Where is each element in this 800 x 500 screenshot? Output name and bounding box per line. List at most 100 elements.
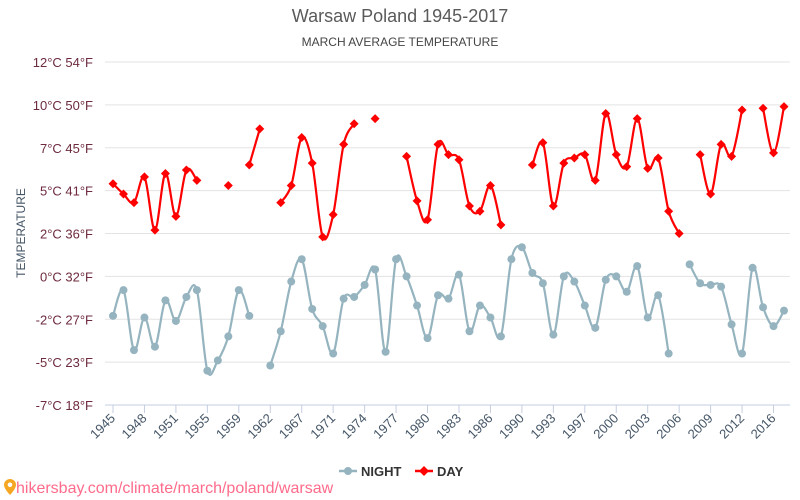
series-line-day [248,128,261,166]
data-point-day [118,189,128,199]
source-url[interactable]: hikersbay.com/climate/march/poland/warsa… [16,480,334,497]
data-point-night [528,268,537,277]
series-line-day [279,123,356,241]
data-point-day [297,132,307,142]
data-point-day [402,151,412,161]
data-point-night [360,280,369,289]
data-point-night [685,260,694,269]
data-point-day [527,160,537,170]
x-tick-label: 2009 [685,411,716,442]
x-tick-label: 2012 [716,411,747,442]
diamond-marker-icon [419,466,429,476]
data-point-night [664,349,673,358]
data-point-day [349,119,359,129]
data-point-night [486,313,495,322]
chart-subtitle: MARCH AVERAGE TEMPERATURE [301,35,499,49]
data-point-night [371,265,380,274]
data-point-night [654,291,663,300]
data-point-night [192,286,201,295]
y-tick-label: 2°C 36°F [40,227,93,242]
data-point-night [297,255,306,264]
data-point-day [580,150,590,160]
data-point-night [475,301,484,310]
series-line-day [531,112,681,235]
source-link[interactable]: hikersbay.com/climate/march/poland/warsa… [4,479,333,498]
x-tick-label: 1974 [339,411,370,442]
legend[interactable]: NIGHT DAY [339,464,464,479]
data-point-day [255,124,265,134]
data-point-day [569,153,579,163]
data-point-day [318,232,328,242]
data-point-night [129,346,138,355]
data-point-night [287,277,296,286]
data-point-day [171,211,181,221]
data-point-night [717,282,726,291]
series-line-night [269,244,670,366]
data-point-night [780,306,788,315]
y-tick-label: 7°C 45°F [40,141,93,156]
data-point-night [109,311,117,320]
data-point-day [706,189,716,199]
data-point-day [286,180,296,190]
legend-label-night: NIGHT [361,464,402,479]
x-tick-label: 1986 [465,411,496,442]
data-point-night [507,255,516,264]
legend-label-day: DAY [437,464,464,479]
data-point-day [695,150,705,160]
data-point-day [192,175,202,185]
data-point-night [696,279,705,288]
x-tick-label: 1948 [119,411,150,442]
data-point-day [485,180,495,190]
data-point-night [633,262,642,271]
data-point-day [181,165,191,175]
data-point-night [622,287,631,296]
x-tick-label: 1983 [433,411,464,442]
data-point-night [339,294,348,303]
data-point-night [150,342,159,351]
x-tick-label: 1951 [150,411,181,442]
data-point-night [423,334,432,343]
data-point-day [590,175,600,185]
y-axis-label: TEMPERATURE [14,188,28,278]
data-point-night [706,280,715,289]
data-point-day [737,105,747,115]
data-point-night [549,330,558,339]
data-point-night [454,270,463,279]
data-point-day [307,158,317,168]
data-point-night [601,275,610,284]
x-tick-label: 1993 [527,411,558,442]
data-point-day [664,206,674,216]
data-point-day [464,201,474,211]
data-point-night [224,332,233,341]
series-line-day [112,167,198,232]
data-point-night [465,327,474,336]
x-tick-label: 2003 [622,411,653,442]
data-point-night [171,316,180,325]
data-point-night [580,301,589,310]
map-pin-icon [4,479,16,495]
data-point-day [779,102,789,112]
data-point-night [538,279,547,288]
x-tick-label: 1990 [496,411,527,442]
x-tick-label: 1997 [559,411,590,442]
data-point-day [370,114,380,124]
data-point-day [454,155,464,165]
x-tick-label: 1971 [307,411,338,442]
data-point-night [570,277,579,286]
x-tick-label: 1955 [181,411,212,442]
legend-item-day[interactable]: DAY [415,464,464,479]
data-point-day [653,153,663,163]
data-point-day [496,220,506,230]
data-point-day [475,206,485,216]
x-tick-label: 1959 [213,411,244,442]
x-tick-label: 2016 [748,411,779,442]
y-tick-label: 10°C 50°F [33,98,93,113]
data-point-day [632,114,642,124]
data-point-day [433,139,443,149]
data-point-night [308,304,317,313]
legend-item-night[interactable]: NIGHT [339,464,402,479]
y-tick-label: 0°C 32°F [40,269,93,284]
data-point-day [758,103,768,113]
data-point-day [727,151,737,161]
